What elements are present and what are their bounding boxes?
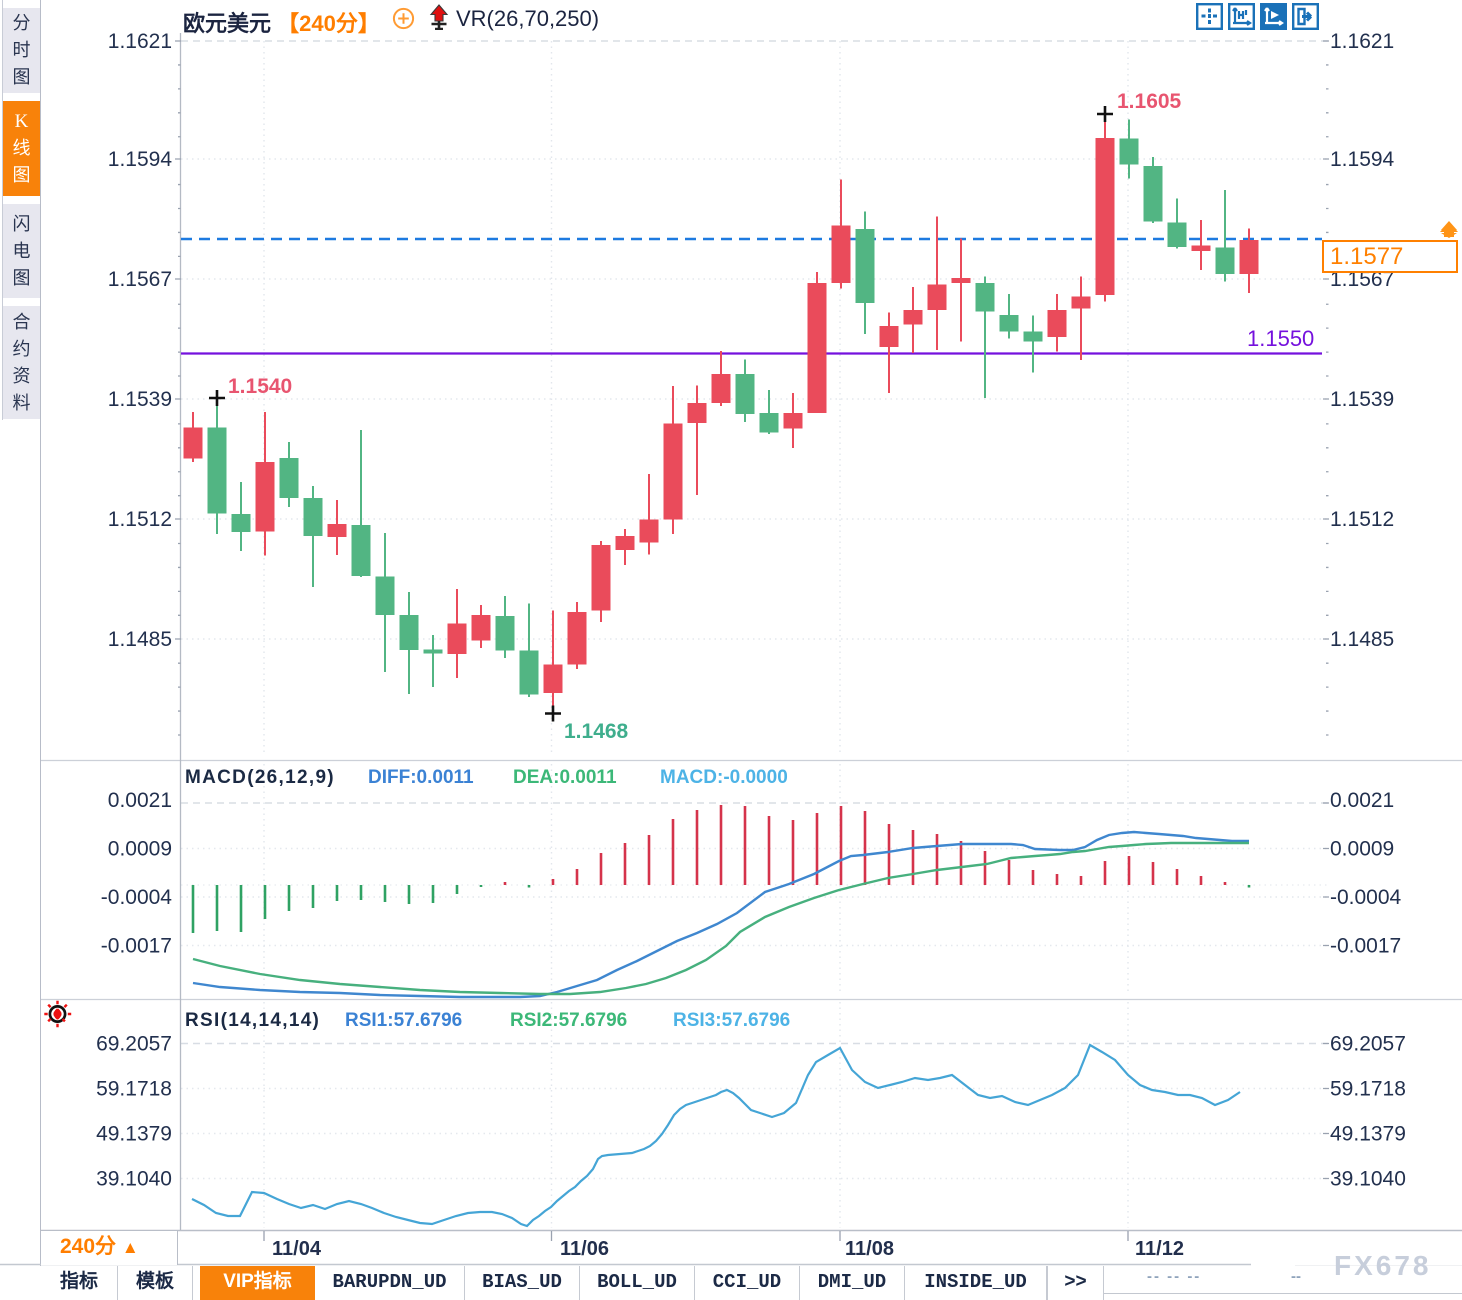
svg-text:0.0009: 0.0009 (1330, 838, 1394, 861)
svg-text:1.1485: 1.1485 (108, 628, 172, 651)
svg-text:-0.0004: -0.0004 (101, 886, 173, 909)
svg-text:-0.0017: -0.0017 (1330, 935, 1401, 958)
svg-text:DIFF:0.0011: DIFF:0.0011 (368, 767, 474, 788)
svg-text:1.1512: 1.1512 (1330, 508, 1394, 531)
svg-text:MACD(26,12,9): MACD(26,12,9) (185, 767, 335, 788)
svg-text:RSI3:57.6796: RSI3:57.6796 (673, 1010, 790, 1031)
svg-text:1.1512: 1.1512 (108, 508, 172, 531)
svg-text:1.1621: 1.1621 (1330, 30, 1394, 53)
svg-text:1.1539: 1.1539 (1330, 388, 1394, 411)
svg-text:49.1379: 49.1379 (1330, 1123, 1406, 1146)
svg-text:69.2057: 69.2057 (1330, 1033, 1406, 1056)
svg-text:1.1594: 1.1594 (108, 148, 173, 171)
svg-text:49.1379: 49.1379 (96, 1123, 172, 1146)
svg-text:1.1605: 1.1605 (1117, 90, 1182, 113)
svg-text:RSI(14,14,14): RSI(14,14,14) (185, 1010, 320, 1031)
svg-text:1.1485: 1.1485 (1330, 628, 1394, 651)
svg-text:1.1621: 1.1621 (108, 30, 172, 53)
svg-text:MACD:-0.0000: MACD:-0.0000 (660, 767, 788, 788)
svg-text:11/04: 11/04 (272, 1238, 322, 1260)
svg-text:69.2057: 69.2057 (96, 1033, 172, 1056)
svg-text:39.1040: 39.1040 (96, 1168, 172, 1191)
svg-text:DEA:0.0011: DEA:0.0011 (513, 767, 617, 788)
svg-text:11/12: 11/12 (1135, 1238, 1184, 1260)
svg-text:1.1468: 1.1468 (564, 720, 629, 743)
svg-text:1.1567: 1.1567 (108, 268, 172, 291)
svg-text:59.1718: 59.1718 (1330, 1078, 1406, 1101)
svg-text:11/06: 11/06 (560, 1238, 609, 1260)
svg-text:11/08: 11/08 (845, 1238, 894, 1260)
svg-text:0.0021: 0.0021 (108, 789, 172, 812)
svg-text:-0.0017: -0.0017 (101, 935, 172, 958)
svg-text:RSI1:57.6796: RSI1:57.6796 (345, 1010, 462, 1031)
svg-text:1.1550: 1.1550 (1247, 326, 1314, 351)
svg-text:RSI2:57.6796: RSI2:57.6796 (510, 1010, 627, 1031)
svg-text:-0.0004: -0.0004 (1330, 886, 1402, 909)
svg-text:39.1040: 39.1040 (1330, 1168, 1406, 1191)
svg-text:1.1594: 1.1594 (1330, 148, 1395, 171)
svg-text:1.1539: 1.1539 (108, 388, 172, 411)
svg-text:1.1567: 1.1567 (1330, 268, 1394, 291)
svg-text:0.0009: 0.0009 (108, 838, 172, 861)
svg-text:0.0021: 0.0021 (1330, 789, 1394, 812)
svg-text:1.1540: 1.1540 (228, 375, 292, 398)
svg-text:59.1718: 59.1718 (96, 1078, 172, 1101)
